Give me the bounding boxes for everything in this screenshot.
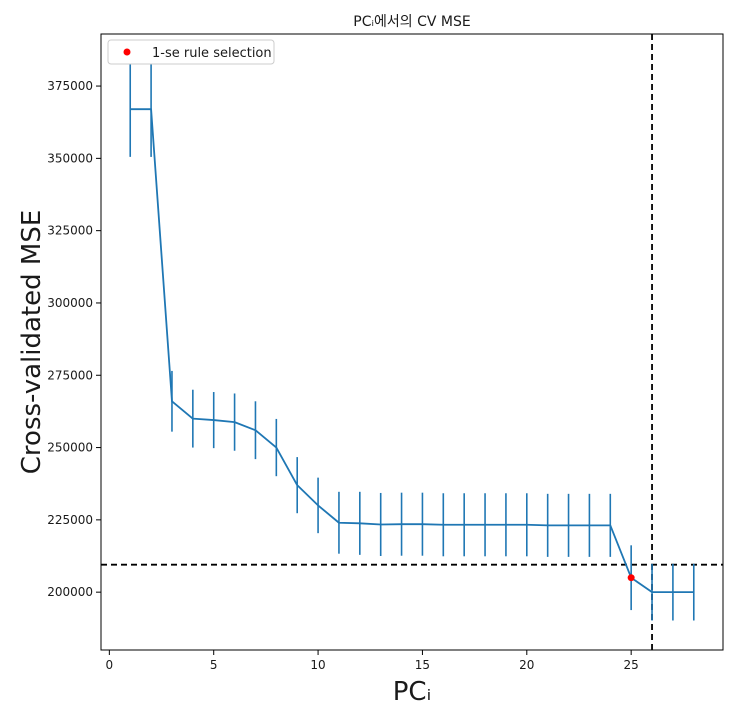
x-axis-ticks: 0 5 10 15 20 25 [106,650,639,672]
cv-mse-line [130,108,694,594]
y-tick-label-250000: 250000 [47,441,93,455]
x-tick-label-25: 25 [624,658,639,672]
legend-box [107,39,275,65]
y-tick-label-350000: 350000 [47,151,93,165]
x-tick-label-20: 20 [519,658,534,672]
selection-points [627,574,635,582]
legend-label-selection: 1-se rule selection [152,46,272,61]
x-tick-label-15: 15 [415,658,430,672]
x-tick-label-5: 5 [210,658,218,672]
y-axis-ticks: 200000 225000 250000 275000 300000 325000 3500… [47,79,101,599]
plot-background [101,34,723,650]
y-tick-label-375000: 375000 [47,79,93,93]
x-axis-label: PCᵢ [393,677,431,707]
plot-frame [100,33,724,651]
y-tick-label-275000: 275000 [47,368,93,382]
y-tick-label-225000: 225000 [47,513,93,527]
y-tick-label-300000: 300000 [47,296,93,310]
y-tick-label-200000: 200000 [47,585,93,599]
selection-point-25 [627,574,635,582]
x-tick-label-0: 0 [106,658,114,672]
reference-lines [101,34,723,650]
y-axis-label: Cross-validated MSE [17,210,47,474]
series-line-group [130,108,694,594]
chart-title: PCᵢ에서의 CV MSE [353,14,470,30]
x-tick-label-10: 10 [310,658,325,672]
legend: 1-se rule selection [107,39,275,65]
legend-marker-selection [123,48,131,56]
y-tick-label-325000: 325000 [47,224,93,238]
